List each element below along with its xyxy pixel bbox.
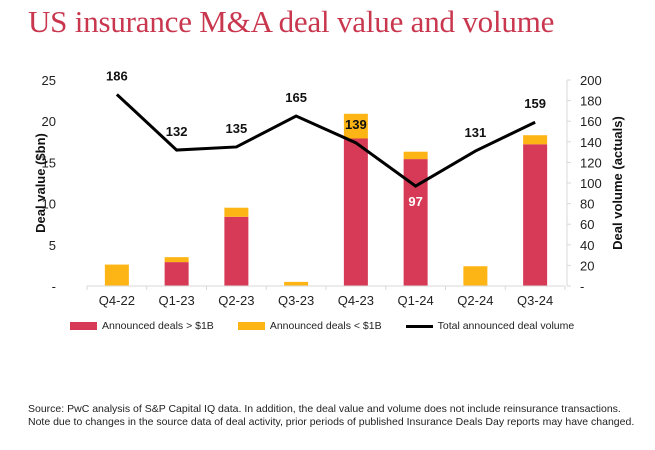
left-y-tick-label: 10 (42, 197, 56, 212)
volume-data-label: 159 (524, 96, 546, 111)
volume-data-label: 165 (285, 90, 307, 105)
x-tick-label: Q1-24 (398, 293, 434, 308)
x-tick-label: Q3-24 (517, 293, 553, 308)
legend-item-large-deals: Announced deals > $1B (70, 320, 214, 332)
bar-large-deals (403, 159, 428, 286)
line-group (115, 93, 536, 188)
x-tick-label: Q2-23 (218, 293, 254, 308)
legend-item-volume: Total announced deal volume (405, 320, 575, 332)
bar-large-deals (224, 216, 249, 286)
bar-small-deals (164, 257, 189, 263)
volume-data-label: 186 (106, 68, 128, 83)
right-y-tick-label: - (580, 279, 584, 294)
legend: Announced deals > $1B Announced deals < … (70, 320, 598, 332)
volume-data-label: 97 (408, 194, 422, 209)
bars-group (104, 113, 548, 286)
legend-item-small-deals: Announced deals < $1B (237, 320, 382, 332)
left-y-tick-label: 15 (42, 155, 56, 170)
right-y-tick-label: 20 (580, 258, 594, 273)
bar-small-deals (284, 281, 309, 286)
right-y-tick-label: 200 (580, 73, 602, 88)
source-note: Source: PwC analysis of S&P Capital IQ d… (28, 403, 635, 428)
right-y-tick-label: 160 (580, 114, 602, 129)
volume-data-label: 135 (226, 121, 248, 136)
legend-swatch-large-deals (70, 322, 97, 330)
volume-data-label: 131 (465, 125, 487, 140)
right-y-tick-label: 40 (580, 238, 594, 253)
left-y-tick-label: 25 (42, 73, 56, 88)
bar-small-deals (224, 207, 249, 217)
left-y-tick-label: - (52, 279, 56, 294)
x-tick-label: Q4-23 (338, 293, 374, 308)
legend-swatch-volume-line (405, 324, 433, 328)
bar-small-deals (463, 266, 488, 286)
left-y-tick-label: 5 (49, 238, 56, 253)
left-y-axis-title: Deal value ($bn) (33, 133, 48, 233)
bar-small-deals (403, 151, 428, 160)
bar-large-deals (343, 138, 368, 286)
right-y-tick-label: 100 (580, 176, 602, 191)
axes-group: - 5 10 15 20 25 - 20 40 60 80 100 120 140 160 180 200 Dea… (33, 73, 625, 308)
left-y-tick-label: 20 (42, 114, 56, 129)
right-y-axis-title: Deal volume (actuals) (610, 116, 625, 250)
legend-label: Total announced deal volume (437, 320, 575, 332)
right-y-tick-label: 60 (580, 217, 594, 232)
labels-group: 186 132 135 165 139 97 131 159 (106, 68, 546, 209)
volume-data-label: 139 (345, 117, 367, 132)
right-y-tick-label: 140 (580, 135, 602, 150)
bar-large-deals (523, 144, 548, 286)
volume-data-label: 132 (166, 124, 188, 139)
x-tick-label: Q1-23 (159, 293, 195, 308)
volume-line (115, 93, 536, 188)
right-y-tick-label: 120 (580, 155, 602, 170)
legend-swatch-small-deals (237, 322, 265, 330)
bar-small-deals (104, 264, 129, 286)
x-tick-label: Q3-23 (278, 293, 314, 308)
right-y-tick-label: 80 (580, 197, 594, 212)
chart-title: US insurance M&A deal value and volume (28, 4, 555, 39)
bar-large-deals (164, 262, 189, 286)
right-y-tick-label: 180 (580, 94, 602, 109)
bar-small-deals (523, 135, 548, 145)
x-tick-label: Q4-22 (99, 293, 135, 308)
x-tick-label: Q2-24 (457, 293, 493, 308)
legend-label: Announced deals < $1B (269, 320, 382, 332)
legend-label: Announced deals > $1B (102, 320, 214, 332)
bar-small-deals (343, 113, 368, 139)
